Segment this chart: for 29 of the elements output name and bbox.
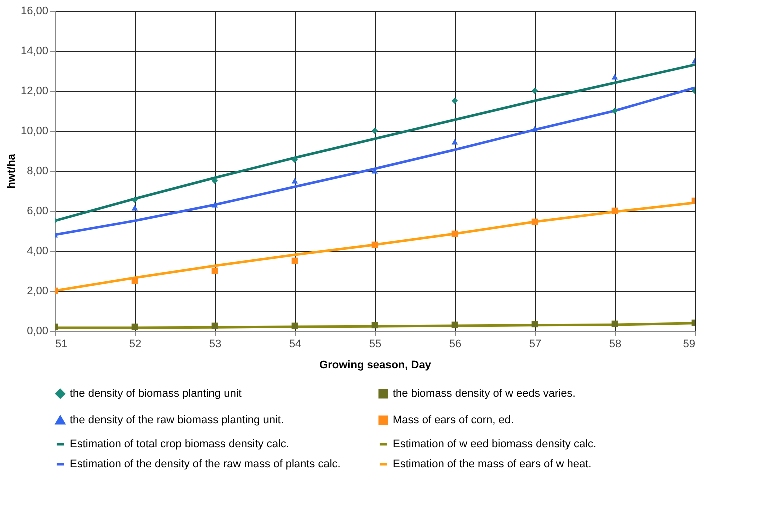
y-tick-label: 6,00 (27, 206, 48, 218)
legend-label: the density of the raw biomass planting unit. (70, 414, 284, 426)
x-tick-label: 58 (609, 338, 622, 350)
y-tick-label: 2,00 (27, 286, 48, 298)
y-tick-label: 16,00 (20, 6, 48, 18)
y-tick-label: 14,00 (20, 46, 48, 58)
legend-label: Estimation of total crop biomass density calc. (70, 438, 290, 450)
legend-label: Estimation of the density of the raw mass of plants calc. (70, 458, 341, 470)
x-tick-label: 57 (529, 338, 542, 350)
legend-label: Mass of ears of corn, ed. (393, 414, 514, 426)
legend-label: Estimation of the mass of ears of w heat. (393, 458, 592, 470)
y-tick-label: 4,00 (27, 246, 48, 258)
legend-label: the density of biomass planting unit (70, 388, 242, 400)
y-tick-label: 0,00 (27, 326, 48, 338)
x-axis-title: Growing season, Day (320, 360, 432, 372)
y-tick-label: 10,00 (20, 126, 48, 138)
y-tick-label: 8,00 (27, 166, 48, 178)
x-tick-label: 56 (449, 338, 462, 350)
x-tick-label: 53 (209, 338, 222, 350)
x-tick-label: 51 (56, 338, 68, 350)
line-series (55, 86, 695, 236)
x-tick-label: 54 (289, 338, 302, 350)
x-tick-label: 55 (369, 338, 382, 350)
y-axis-title: hwt/ha (6, 153, 18, 189)
x-tick-label: 52 (129, 338, 142, 350)
x-tick-label: 59 (683, 338, 696, 350)
legend-label: the biomass density of w eeds varies. (393, 388, 576, 400)
legend-label: Estimation of w eed biomass density calc. (393, 438, 597, 450)
y-tick-label: 12,00 (20, 86, 48, 98)
